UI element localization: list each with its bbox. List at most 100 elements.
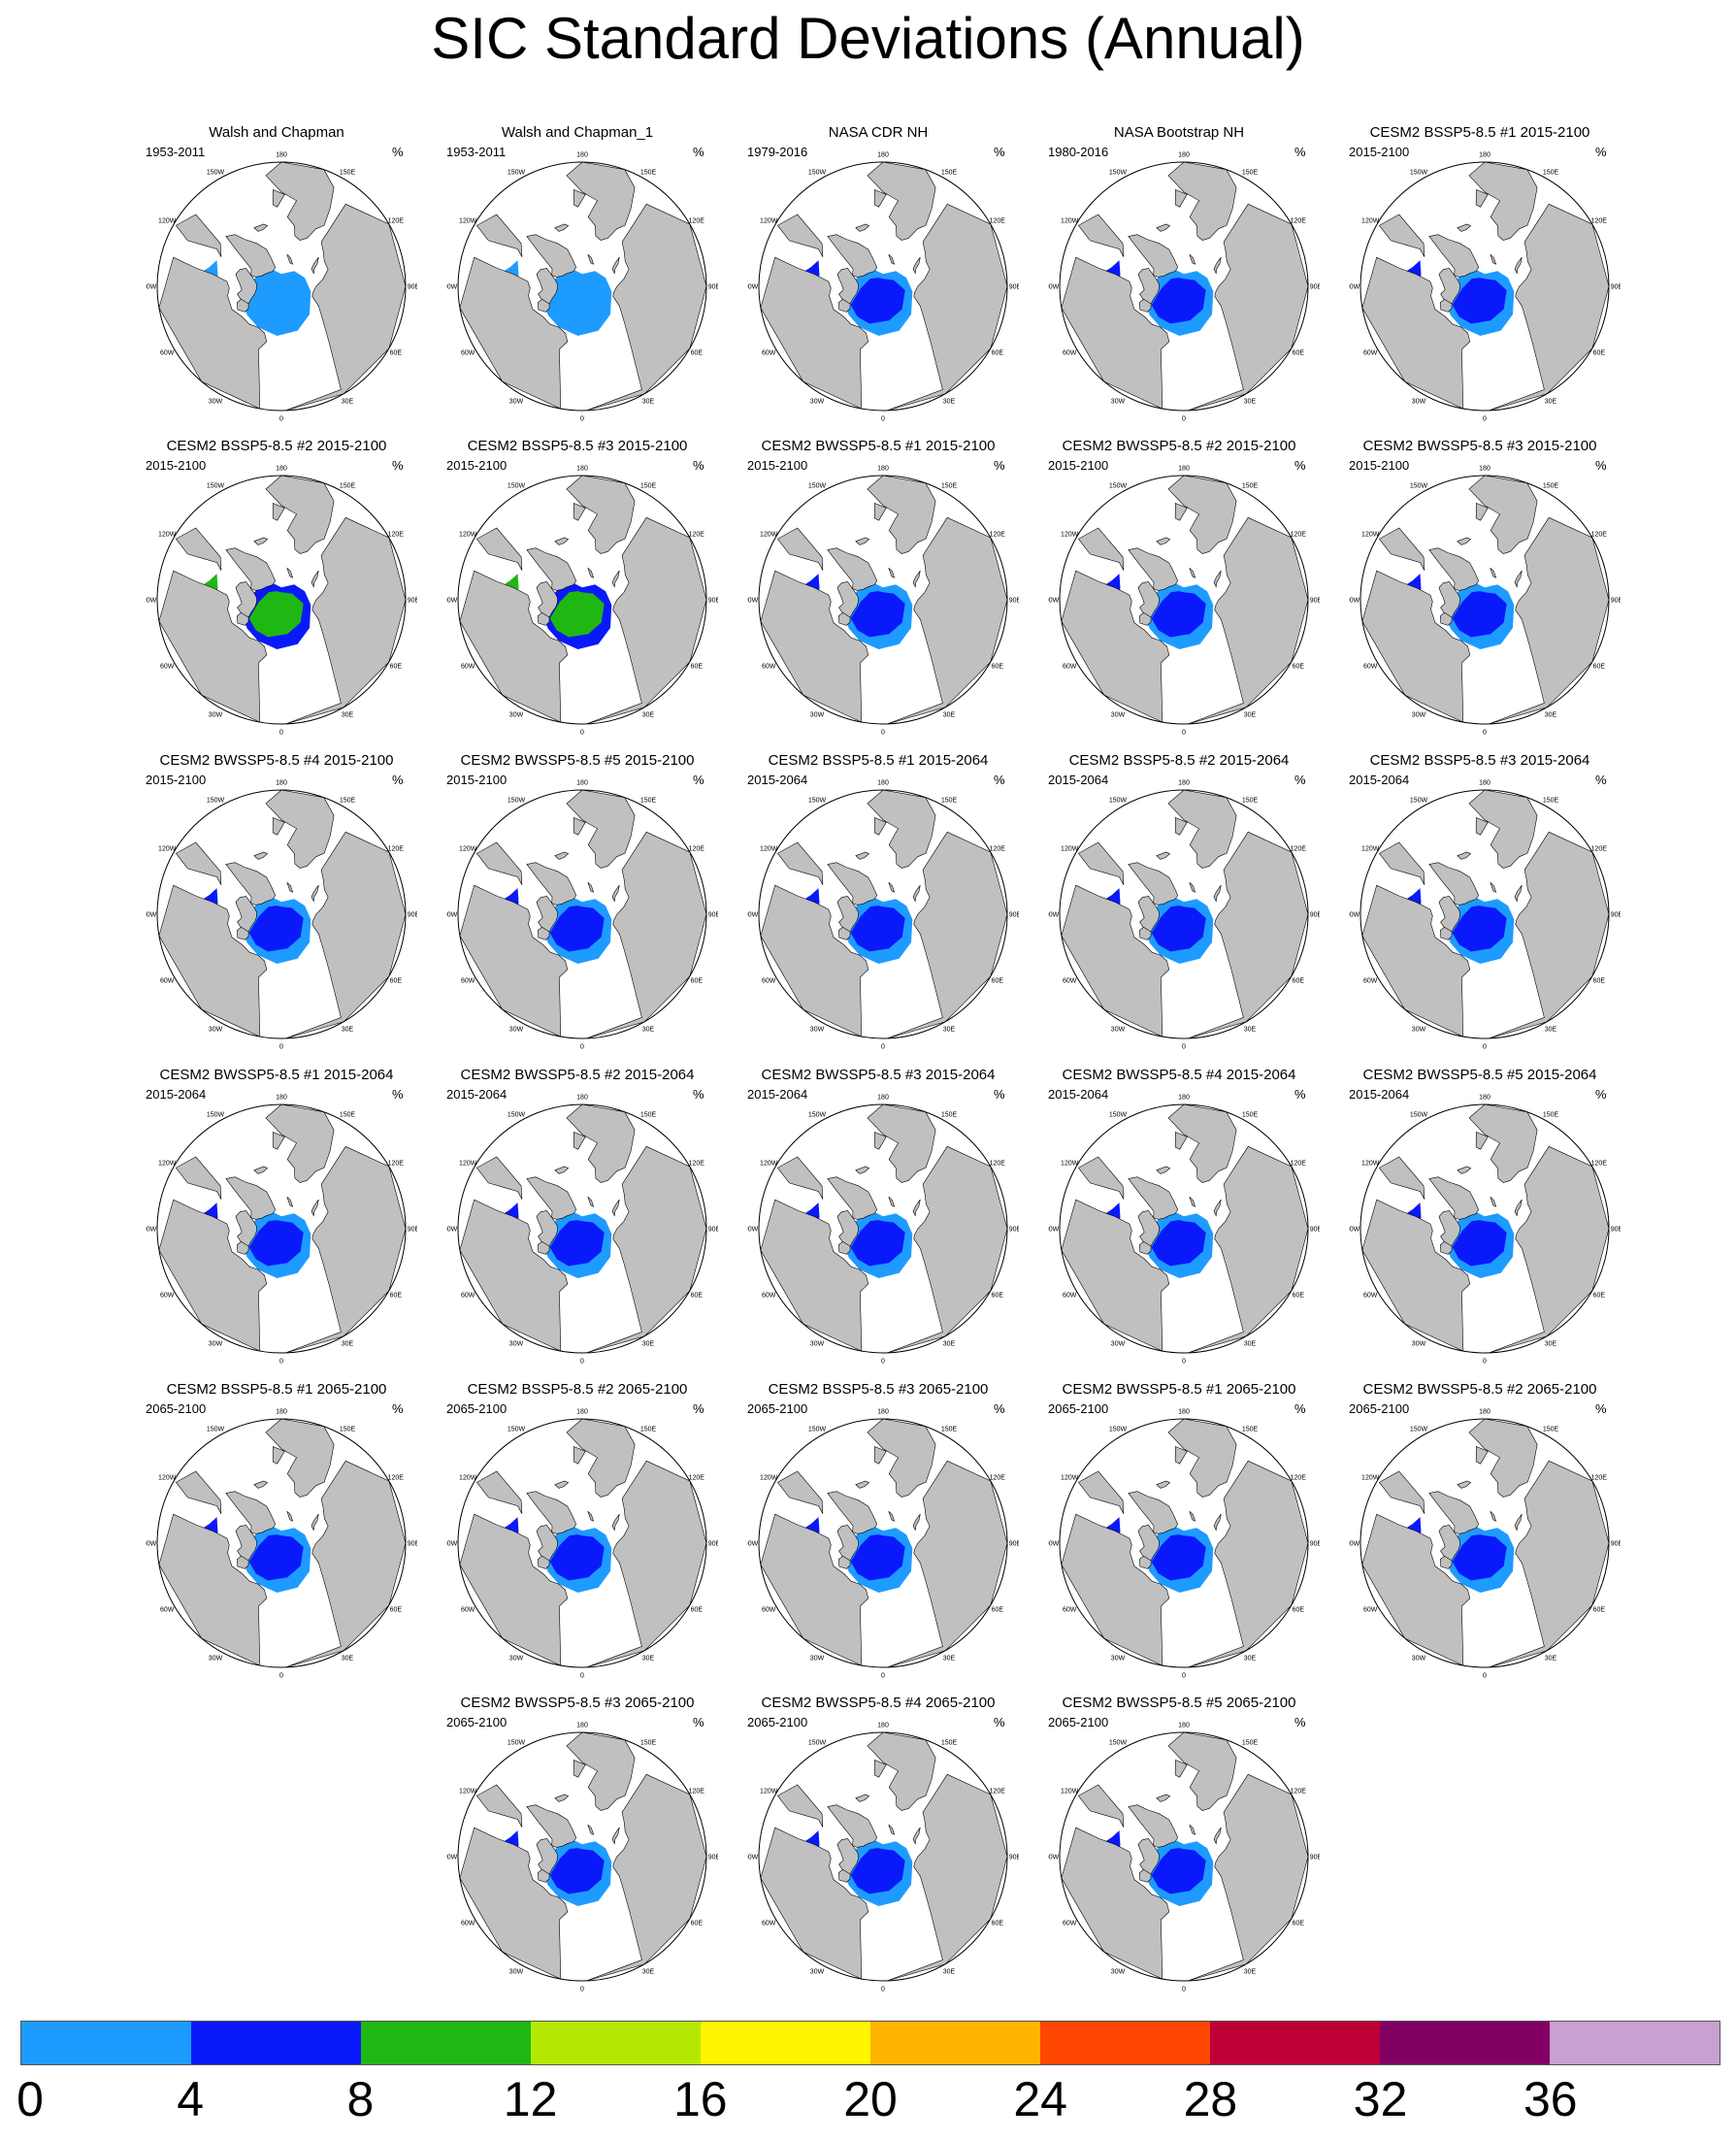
longitude-label: 150W xyxy=(1410,483,1428,490)
longitude-label: 120W xyxy=(1061,218,1079,225)
polar-map: 180 150E 120E 90E 60E 30E 0 30W 60W 90W 120W 150W xyxy=(1349,1409,1621,1680)
land-mass xyxy=(888,1196,896,1207)
land-mass xyxy=(1468,1104,1538,1183)
land-mass xyxy=(1457,537,1472,545)
land-mass xyxy=(776,214,824,257)
land-mass xyxy=(286,253,294,265)
longitude-label: 60W xyxy=(461,1921,475,1927)
map-boundary xyxy=(156,475,407,725)
longitude-label: 150W xyxy=(508,798,526,805)
longitude-label: 90E xyxy=(708,1227,718,1234)
longitude-label: 30W xyxy=(209,1026,223,1033)
longitude-label: 120E xyxy=(1291,1475,1307,1482)
land-mass xyxy=(1457,223,1472,232)
longitude-label: 30E xyxy=(342,711,354,718)
longitude-label: 60E xyxy=(390,1607,403,1614)
land-mass xyxy=(1475,189,1489,208)
map-boundary xyxy=(758,1731,1008,1982)
map-boundary xyxy=(457,789,707,1039)
land-mass xyxy=(1457,1166,1472,1174)
sea-ice-field-inner xyxy=(850,278,905,324)
panel-title: CESM2 BSSP5-8.5 #2 2015-2100 xyxy=(166,438,387,454)
longitude-label: 180 xyxy=(276,466,287,473)
longitude-label: 120E xyxy=(689,1789,705,1795)
longitude-label: 180 xyxy=(576,780,588,787)
longitude-label: 60E xyxy=(992,978,1004,985)
longitude-label: 90W xyxy=(747,1541,759,1548)
longitude-label: 150E xyxy=(1543,1112,1559,1119)
longitude-label: 150E xyxy=(1543,1427,1559,1433)
panel-period: 1979-2016 xyxy=(747,145,808,159)
longitude-label: 30E xyxy=(642,711,655,718)
colorbar-tick-label: 12 xyxy=(503,2072,558,2126)
longitude-label: 180 xyxy=(576,1095,588,1102)
longitude-label: 60W xyxy=(762,1607,776,1614)
longitude-label: 60E xyxy=(992,350,1004,357)
sea-ice-field-inner xyxy=(850,905,905,952)
longitude-label: 90W xyxy=(1048,912,1060,919)
map-boundary xyxy=(156,161,407,412)
land-mass xyxy=(1489,1460,1609,1667)
longitude-label: 60E xyxy=(1593,664,1606,671)
panel-unit: % xyxy=(994,458,1005,473)
map-boundary xyxy=(758,789,1008,1039)
map-boundary xyxy=(1059,475,1309,725)
sea-ice-field-inner xyxy=(1452,1534,1507,1581)
land-mass xyxy=(760,256,869,410)
longitude-label: 0 xyxy=(881,416,885,423)
longitude-label: 150E xyxy=(640,1740,657,1747)
land-mass xyxy=(235,268,257,305)
land-mass xyxy=(611,1827,620,1845)
longitude-label: 180 xyxy=(877,1723,889,1729)
longitude-label: 150W xyxy=(1410,798,1428,805)
colorbar-tick-label: 0 xyxy=(16,2072,44,2126)
panel-title: Walsh and Chapman_1 xyxy=(501,124,654,141)
land-mass xyxy=(286,1510,294,1522)
longitude-label: 120W xyxy=(1061,1475,1079,1482)
longitude-label: 180 xyxy=(877,466,889,473)
map-boundary xyxy=(1359,1418,1610,1668)
panel-title: CESM2 BWSSP5-8.5 #4 2015-2100 xyxy=(159,752,394,769)
longitude-label: 150W xyxy=(508,170,526,177)
longitude-label: 30E xyxy=(1545,711,1557,718)
longitude-label: 90E xyxy=(408,598,417,605)
land-mass xyxy=(776,841,824,885)
longitude-label: 60W xyxy=(1363,664,1378,671)
panel-period: 2015-2100 xyxy=(1349,145,1410,159)
longitude-label: 150E xyxy=(340,798,356,805)
land-mass xyxy=(459,1199,569,1352)
map-boundary xyxy=(457,1731,707,1982)
colorbar-segment xyxy=(701,2022,870,2064)
longitude-label: 120W xyxy=(459,218,477,225)
longitude-label: 150W xyxy=(1109,798,1128,805)
land-mass xyxy=(1213,570,1222,588)
land-mass xyxy=(873,189,887,208)
land-mass xyxy=(1189,253,1196,265)
land-mass xyxy=(265,1104,335,1183)
colorbar xyxy=(20,2021,1720,2065)
map-panel: CESM2 BSSP5-8.5 #2 2065-2100 2065-2100% 18… xyxy=(437,1380,718,1689)
land-mass xyxy=(587,1824,595,1835)
longitude-label: 120W xyxy=(459,1161,477,1168)
panel-period: 2015-2064 xyxy=(1048,773,1109,787)
longitude-label: 150W xyxy=(207,798,225,805)
colorbar-tick-label: 4 xyxy=(177,2072,205,2126)
panel-unit: % xyxy=(392,773,404,787)
land-mass xyxy=(611,884,620,903)
land-mass xyxy=(554,1480,570,1489)
longitude-label: 0 xyxy=(1483,730,1487,737)
longitude-label: 150E xyxy=(1242,1112,1259,1119)
longitude-label: 180 xyxy=(276,1409,287,1416)
longitude-label: 60W xyxy=(160,350,175,357)
panel-unit: % xyxy=(392,1401,404,1416)
longitude-label: 180 xyxy=(1178,1723,1190,1729)
panel-period: 2015-2064 xyxy=(1048,1087,1109,1102)
longitude-label: 150E xyxy=(640,483,657,490)
land-mass xyxy=(888,1510,896,1522)
land-mass xyxy=(760,884,869,1037)
land-mass xyxy=(888,253,896,265)
land-mass xyxy=(776,527,824,571)
land-mass xyxy=(1378,1470,1425,1514)
panel-unit: % xyxy=(693,145,704,159)
land-mass xyxy=(286,567,294,578)
